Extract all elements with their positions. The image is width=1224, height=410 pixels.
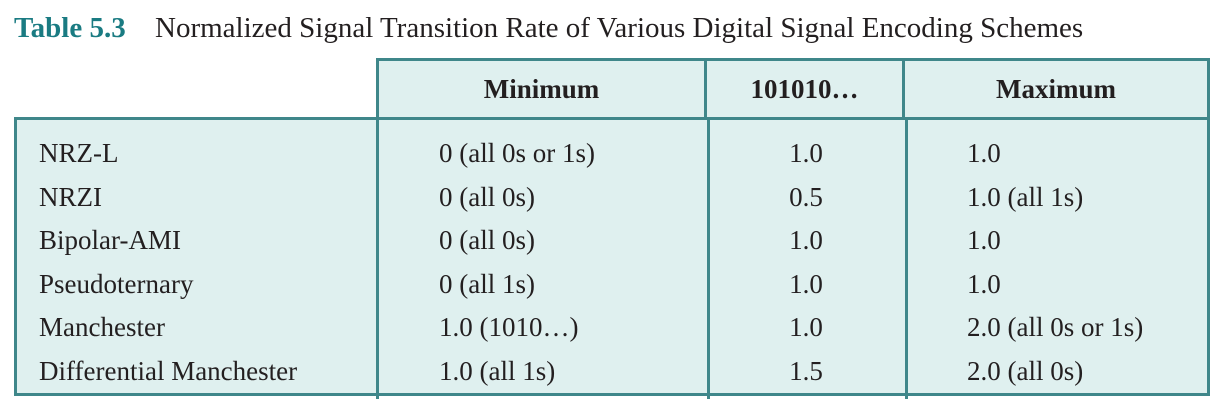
row-minimum: 1.0 (all 1s): [439, 355, 556, 386]
column-header-maximum: Maximum: [905, 58, 1210, 117]
table-caption: Table 5.3 Normalized Signal Transition R…: [14, 8, 1083, 48]
column-header-pattern: 101010…: [707, 58, 905, 117]
table-row: Manchester 1.0 (1010…) 1.0 2.0 (all 0s o…: [17, 306, 1207, 350]
row-name: Manchester: [39, 312, 165, 342]
row-maximum: 1.0: [967, 138, 1001, 168]
column-divider: [707, 120, 710, 399]
column-header-minimum: Minimum: [376, 58, 707, 117]
table-row: Differential Manchester 1.0 (all 1s) 1.5…: [17, 350, 1207, 394]
table-row: NRZ-L 0 (all 0s or 1s) 1.0 1.0: [17, 132, 1207, 176]
table-title: Normalized Signal Transition Rate of Var…: [155, 12, 1084, 44]
row-pattern: 1.0: [789, 138, 823, 168]
row-name: NRZ-L: [39, 138, 119, 168]
table-header-row: Minimum 101010… Maximum: [14, 58, 1210, 117]
row-minimum: 1.0 (1010…): [439, 312, 579, 342]
row-minimum: 0 (all 0s or 1s): [439, 138, 595, 168]
table-row: NRZI 0 (all 0s) 0.5 1.0 (all 1s): [17, 176, 1207, 220]
table-body: NRZ-L 0 (all 0s or 1s) 1.0 1.0 NRZI 0 (a…: [14, 117, 1210, 399]
table-number: Table 5.3: [14, 12, 126, 44]
row-maximum: 1.0: [967, 268, 1001, 299]
column-divider: [376, 120, 379, 399]
row-pattern: 0.5: [789, 181, 823, 212]
row-minimum: 0 (all 0s): [439, 181, 535, 212]
row-minimum: 0 (all 0s): [439, 225, 535, 255]
table-row: Pseudoternary 0 (all 1s) 1.0 1.0: [17, 263, 1207, 307]
row-maximum: 1.0 (all 1s): [967, 181, 1084, 212]
row-maximum: 2.0 (all 0s): [967, 355, 1084, 386]
row-maximum: 1.0: [967, 225, 1001, 255]
table-rows: NRZ-L 0 (all 0s or 1s) 1.0 1.0 NRZI 0 (a…: [17, 132, 1207, 393]
row-minimum: 0 (all 1s): [439, 268, 535, 299]
row-pattern: 1.0: [789, 312, 823, 342]
table-row: Bipolar-AMI 0 (all 0s) 1.0 1.0: [17, 219, 1207, 263]
row-name: Pseudoternary: [39, 268, 194, 299]
row-maximum: 2.0 (all 0s or 1s): [967, 312, 1144, 342]
row-pattern: 1.5: [789, 355, 823, 386]
row-name: Bipolar-AMI: [39, 225, 181, 255]
row-name: NRZI: [39, 181, 102, 212]
signal-transition-table: Minimum 101010… Maximum NRZ-L 0 (all 0s …: [14, 58, 1210, 399]
row-name: Differential Manchester: [39, 355, 298, 386]
row-pattern: 1.0: [789, 225, 823, 255]
row-pattern: 1.0: [789, 268, 823, 299]
column-divider: [905, 120, 908, 399]
